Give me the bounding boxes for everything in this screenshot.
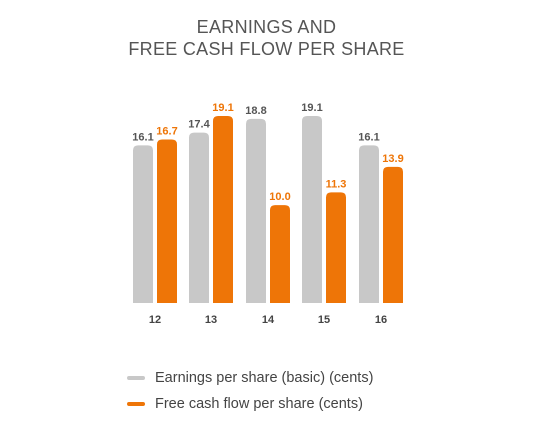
legend-label-fcf: Free cash flow per share (cents) [155, 396, 363, 412]
earnings-bar-13 [189, 132, 209, 303]
legend-item-fcf: Free cash flow per share (cents) [127, 392, 373, 416]
earnings-value-label-13: 17.4 [188, 119, 210, 131]
x-tick-label-13: 13 [205, 314, 217, 326]
fcf-value-label-16: 13.9 [382, 153, 403, 165]
earnings-bar-12 [133, 145, 153, 303]
fcf-bar-15 [326, 192, 346, 303]
legend-swatch-fcf [127, 402, 145, 406]
fcf-value-label-13: 19.1 [212, 102, 233, 114]
fcf-bar-16 [383, 166, 403, 303]
earnings-value-label-16: 16.1 [358, 131, 379, 143]
fcf-value-label-14: 10.0 [269, 191, 290, 203]
earnings-value-label-15: 19.1 [301, 102, 322, 114]
legend-label-earnings: Earnings per share (basic) (cents) [155, 370, 374, 386]
x-tick-label-16: 16 [375, 314, 387, 326]
earnings-value-label-14: 18.8 [245, 105, 266, 117]
x-tick-label-12: 12 [149, 314, 161, 326]
fcf-bar-12 [157, 139, 177, 303]
bar-chart: 16.1 16.71217.419.11318.810.01419.111.315… [132, 102, 403, 326]
fcf-bar-13 [213, 116, 233, 303]
chart-title-line-2: FREE CASH FLOW PER SHARE [128, 39, 405, 59]
x-tick-label-15: 15 [318, 314, 330, 326]
earnings-value-label-12: 16.1 [132, 131, 153, 143]
fcf-value-label-12: 16.7 [156, 125, 177, 137]
legend-swatch-earnings [127, 376, 145, 380]
fcf-bar-14 [270, 205, 290, 303]
chart-title-line-1: EARNINGS AND [196, 17, 337, 37]
earnings-bar-15 [302, 116, 322, 303]
x-tick-label-14: 14 [262, 314, 275, 326]
legend-item-earnings: Earnings per share (basic) (cents) [127, 366, 373, 390]
earnings-bar-14 [246, 118, 266, 304]
chart-legend: Earnings per share (basic) (cents) Free … [127, 366, 373, 418]
earnings-bar-16 [359, 145, 379, 303]
fcf-value-label-15: 11.3 [326, 178, 347, 190]
